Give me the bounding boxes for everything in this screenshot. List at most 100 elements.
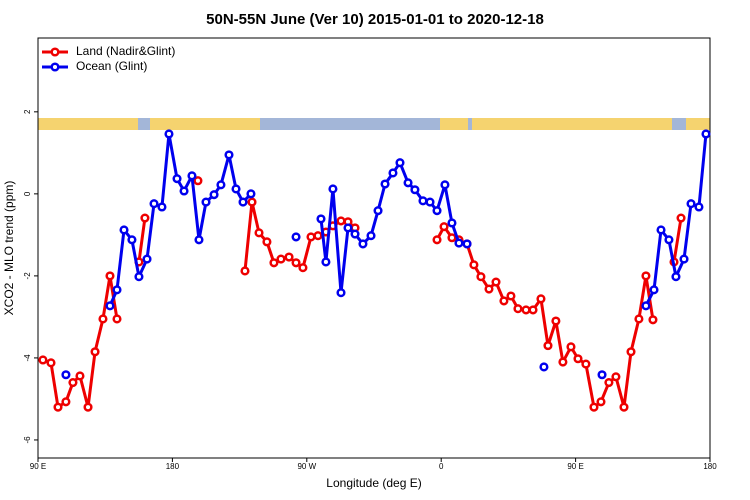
data-point [686, 199, 696, 209]
data-point [112, 314, 122, 324]
data-point [142, 254, 152, 264]
plot-frame [37, 37, 711, 459]
data-point [291, 258, 301, 268]
data-point [373, 206, 383, 216]
data-point [238, 197, 248, 207]
y-tick-label: -4 [23, 354, 32, 362]
data-point [671, 272, 681, 282]
data-point [380, 179, 390, 189]
data-point [157, 202, 167, 212]
data-point [656, 225, 666, 235]
y-axis-label: XCO2 - MLO trend (ppm) [2, 181, 16, 316]
data-point [105, 301, 115, 311]
data-point [164, 129, 174, 139]
land-ocean-strip [38, 118, 710, 130]
data-point [439, 222, 449, 232]
data-point [224, 150, 234, 160]
y-tick-label: -2 [23, 272, 32, 280]
data-point [83, 402, 93, 412]
x-tick-label: 90 E [30, 462, 46, 471]
data-point [216, 180, 226, 190]
legend-marker [50, 62, 60, 72]
data-point [366, 231, 376, 241]
data-point [328, 184, 338, 194]
data-point [284, 252, 294, 262]
series-line [42, 200, 683, 409]
data-point [38, 355, 48, 365]
data-point [306, 232, 316, 242]
x-tick-label: 0 [439, 462, 444, 471]
data-point [611, 372, 621, 382]
data-point [149, 199, 159, 209]
data-point [140, 213, 150, 223]
data-point [626, 347, 636, 357]
data-point [566, 342, 576, 352]
data-point [418, 196, 428, 206]
x-axis-label: Longitude (deg E) [326, 476, 421, 490]
data-point [543, 341, 553, 351]
data-point [701, 129, 711, 139]
data-point [528, 305, 538, 315]
data-point [454, 238, 464, 248]
y-tick-label: -6 [23, 436, 32, 444]
data-point [551, 316, 561, 326]
data-point [321, 257, 331, 267]
data-point [641, 271, 651, 281]
data-point [499, 296, 509, 306]
data-point [61, 370, 71, 380]
data-point [269, 258, 279, 268]
data-point [589, 402, 599, 412]
data-point [291, 232, 301, 242]
data-point [262, 237, 272, 247]
data-point [521, 305, 531, 315]
data-point [358, 239, 368, 249]
data-point [440, 180, 450, 190]
data-point [350, 229, 360, 239]
data-point [410, 185, 420, 195]
data-point [68, 377, 78, 388]
data-point [240, 266, 250, 276]
data-point [98, 314, 108, 324]
data-point [194, 235, 204, 245]
series-line [108, 132, 708, 307]
data-point [254, 228, 264, 238]
data-point [536, 294, 546, 304]
data-point [336, 216, 346, 226]
data-point [597, 370, 607, 380]
data-point [46, 358, 56, 368]
data-point [388, 168, 398, 178]
data-point [193, 176, 203, 186]
data-point [432, 235, 442, 245]
legend-marker [50, 47, 60, 57]
data-point [679, 254, 689, 264]
data-point [112, 285, 122, 295]
data-point [403, 178, 413, 188]
x-tick-label: 90 E [567, 462, 583, 471]
data-point [201, 197, 211, 207]
data-point [53, 402, 63, 412]
data-point [641, 301, 651, 311]
x-tick-label: 90 W [297, 462, 316, 471]
data-point [447, 233, 457, 243]
data-point [664, 235, 674, 245]
chart-title: 50N-55N June (Ver 10) 2015-01-01 to 2020… [206, 11, 544, 28]
legend-label: Land (Nadir&Glint) [76, 44, 175, 58]
data-point [172, 174, 182, 184]
data-point [619, 402, 629, 412]
x-tick-label: 180 [166, 462, 180, 471]
data-point [231, 184, 241, 194]
data-point [506, 291, 516, 301]
data-point [276, 254, 286, 264]
data-point [694, 202, 704, 212]
data-point [247, 197, 257, 207]
y-tick-label: 0 [23, 191, 32, 196]
data-point [539, 362, 549, 372]
data-point [316, 214, 326, 224]
data-point [313, 231, 323, 241]
legend: Land (Nadir&Glint)Ocean (Glint) [42, 44, 175, 73]
data-point [209, 190, 219, 200]
data-point [179, 186, 189, 196]
data-point [513, 304, 523, 314]
data-point [596, 397, 606, 407]
